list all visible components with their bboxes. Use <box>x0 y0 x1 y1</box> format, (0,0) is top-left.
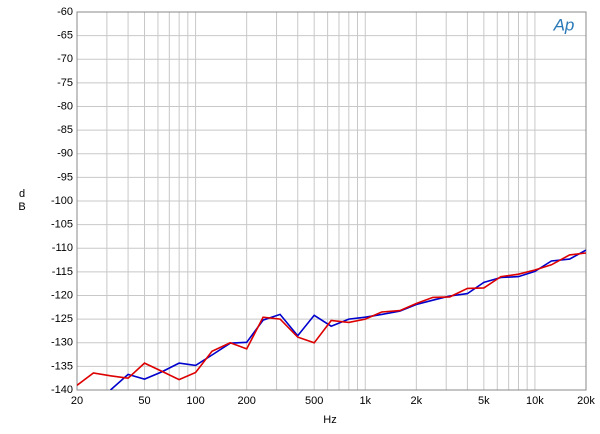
y-tick-label: -125 <box>51 313 73 325</box>
y-tick-label: -80 <box>57 100 73 112</box>
y-tick-label: -110 <box>52 242 73 254</box>
y-tick-label: -105 <box>51 219 73 231</box>
y-tick-label: -75 <box>57 77 73 89</box>
y-tick-label: -65 <box>57 30 73 42</box>
x-tick-label: 1k <box>359 395 371 407</box>
x-tick-label: 500 <box>305 395 323 407</box>
y-tick-label: -115 <box>52 266 73 278</box>
x-tick-label: 2k <box>411 395 423 407</box>
x-tick-label: 20k <box>577 395 595 407</box>
plot-frame <box>76 11 587 391</box>
y-tick-label: -100 <box>51 195 73 207</box>
x-tick-label: 5k <box>478 395 490 407</box>
logo: Ap <box>553 15 575 34</box>
x-tick-label: 50 <box>138 395 150 407</box>
y-tick-label: -90 <box>57 148 73 160</box>
y-tick-label: -70 <box>57 53 73 65</box>
x-tick-label: 200 <box>237 395 255 407</box>
series-line <box>77 252 586 386</box>
y-tick-label: -120 <box>51 289 73 301</box>
x-tick-label: 20 <box>71 395 83 407</box>
y-tick-label: -130 <box>51 337 73 349</box>
x-tick-label: 100 <box>186 395 204 407</box>
x-tick-label: 10k <box>526 395 544 407</box>
series-line <box>109 249 586 390</box>
y-tick-label: -85 <box>57 124 73 136</box>
x-axis-label: Hz <box>323 414 336 426</box>
y-tick-label: -60 <box>57 6 73 18</box>
y-tick-label: -95 <box>57 171 73 183</box>
y-tick-label: -135 <box>51 360 73 372</box>
y-tick-label: -140 <box>51 384 73 396</box>
